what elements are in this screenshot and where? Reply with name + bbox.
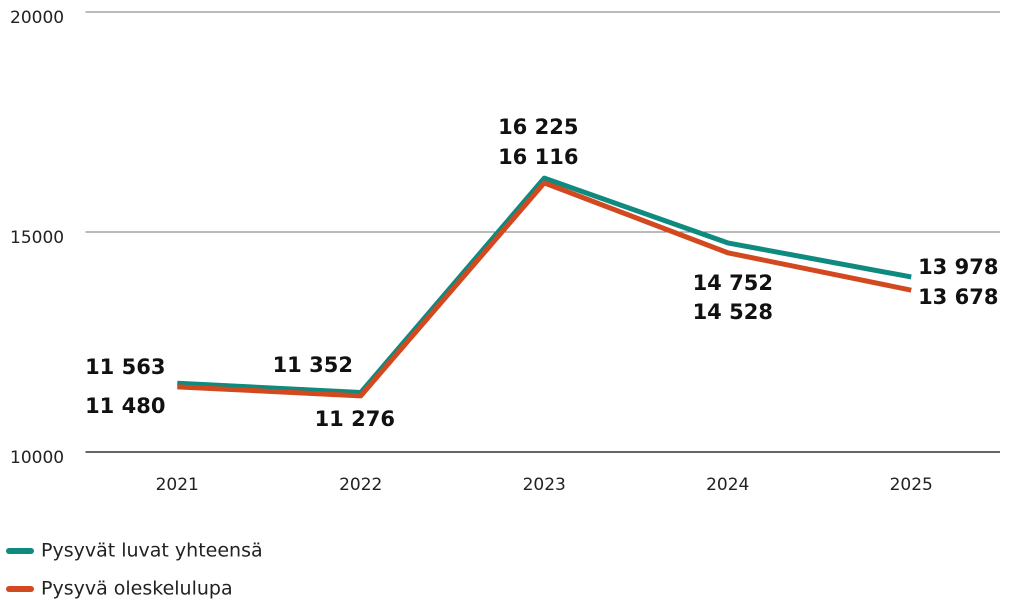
x-tick-label: 2021	[156, 475, 199, 495]
y-tick-label: 20000	[10, 8, 64, 28]
legend-label: Pysyvä oleskelulupa	[41, 578, 233, 600]
y-tick-label: 15000	[10, 228, 64, 248]
legend-label: Pysyvät luvat yhteensä	[41, 540, 263, 562]
value-label: 16 116	[498, 145, 578, 169]
y-tick-label: 10000	[10, 448, 64, 468]
x-tick-label: 2025	[890, 475, 933, 495]
value-label: 11 480	[85, 394, 165, 418]
value-label: 11 563	[85, 355, 165, 379]
value-label: 14 528	[693, 300, 773, 324]
x-tick-label: 2024	[706, 475, 749, 495]
value-label: 16 225	[498, 115, 578, 139]
x-tick-label: 2023	[523, 475, 566, 495]
line-series	[177, 175, 912, 396]
value-label: 11 276	[315, 407, 395, 431]
x-tick-label: 2022	[339, 475, 382, 495]
value-label: 13 978	[918, 255, 998, 279]
line-series	[177, 180, 912, 399]
value-label: 11 352	[273, 353, 353, 377]
value-label: 13 678	[918, 285, 998, 309]
value-label: 14 752	[693, 271, 773, 295]
